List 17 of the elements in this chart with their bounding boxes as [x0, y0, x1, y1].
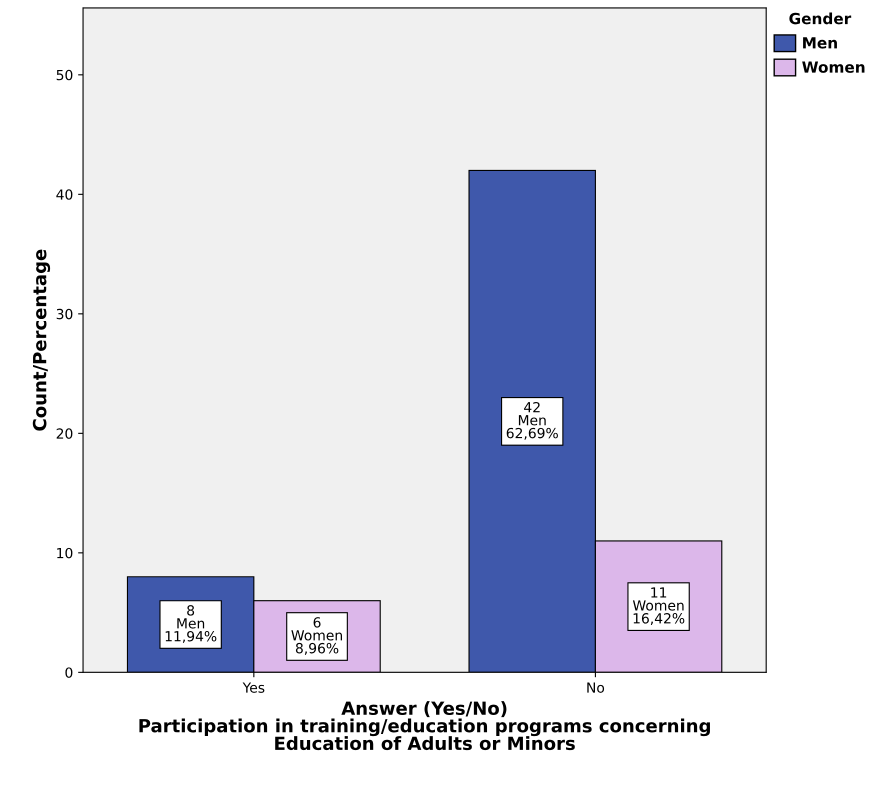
y-tick-label: 30	[56, 308, 72, 320]
data-label: 6 Women 8,96%	[291, 617, 342, 655]
x-tick-label: Yes	[242, 682, 264, 693]
x-axis-title: Answer (Yes/No) Participation in training/education programs concerning Education of Adults or Minors	[139, 701, 710, 750]
y-tick-label: 0	[65, 667, 72, 678]
y-tick-label: 20	[56, 428, 72, 439]
y-tick-label: 50	[56, 70, 72, 80]
x-tick-label: No	[587, 682, 604, 693]
data-label: 11 Women 16,42%	[632, 587, 684, 625]
legend-label: Women	[802, 62, 864, 73]
data-label: 42 Men 62,69%	[506, 402, 558, 440]
legend-label: Men	[803, 37, 837, 49]
legend-title: Gender	[789, 12, 852, 24]
data-label: 8 Men 11,94%	[166, 605, 216, 643]
y-tick-label: 40	[56, 189, 72, 200]
y-tick-label: 10	[57, 548, 72, 558]
y-axis-title: Count/Percentage	[32, 250, 50, 431]
